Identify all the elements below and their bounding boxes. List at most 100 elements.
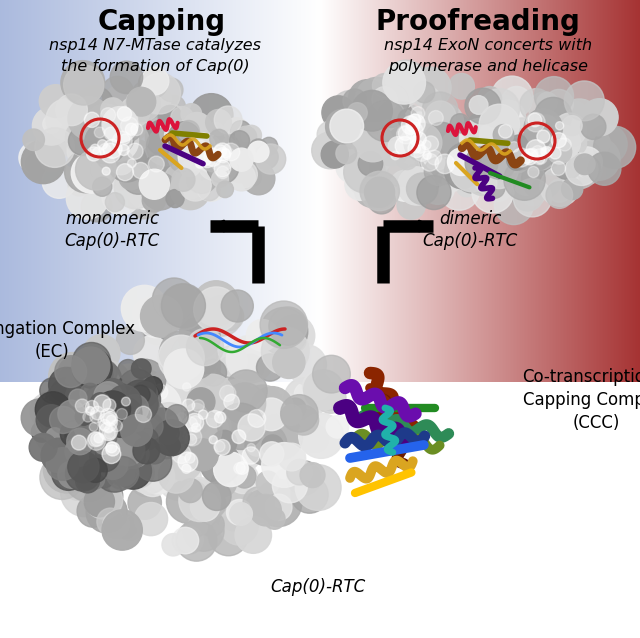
Circle shape bbox=[264, 508, 285, 530]
Circle shape bbox=[397, 149, 417, 170]
Circle shape bbox=[518, 177, 547, 206]
Circle shape bbox=[188, 119, 208, 139]
Circle shape bbox=[548, 179, 571, 202]
Circle shape bbox=[116, 327, 145, 355]
Circle shape bbox=[196, 170, 227, 202]
Circle shape bbox=[214, 145, 227, 157]
Circle shape bbox=[122, 397, 131, 406]
Circle shape bbox=[388, 105, 426, 142]
Circle shape bbox=[158, 105, 182, 129]
Circle shape bbox=[140, 73, 180, 114]
Circle shape bbox=[195, 160, 204, 168]
Circle shape bbox=[397, 125, 415, 144]
Circle shape bbox=[117, 107, 132, 121]
Circle shape bbox=[103, 139, 122, 158]
Circle shape bbox=[138, 69, 168, 98]
Circle shape bbox=[159, 78, 183, 101]
Circle shape bbox=[483, 95, 520, 131]
Circle shape bbox=[220, 385, 236, 401]
Circle shape bbox=[287, 459, 312, 485]
Circle shape bbox=[534, 77, 573, 115]
Circle shape bbox=[106, 110, 125, 130]
Circle shape bbox=[194, 147, 212, 167]
Circle shape bbox=[120, 117, 138, 135]
Circle shape bbox=[44, 446, 91, 493]
Circle shape bbox=[148, 403, 190, 445]
Circle shape bbox=[53, 114, 79, 140]
Circle shape bbox=[66, 364, 106, 404]
Circle shape bbox=[58, 108, 88, 140]
Circle shape bbox=[403, 137, 424, 158]
Circle shape bbox=[212, 170, 228, 187]
Circle shape bbox=[540, 147, 549, 156]
Circle shape bbox=[106, 456, 139, 489]
Circle shape bbox=[216, 166, 229, 179]
Circle shape bbox=[132, 399, 166, 432]
Circle shape bbox=[506, 118, 538, 150]
Circle shape bbox=[480, 150, 518, 189]
Circle shape bbox=[368, 186, 396, 214]
Circle shape bbox=[172, 429, 188, 445]
Circle shape bbox=[224, 383, 266, 424]
Circle shape bbox=[128, 407, 175, 454]
Circle shape bbox=[96, 413, 113, 429]
Circle shape bbox=[447, 148, 475, 175]
Circle shape bbox=[477, 87, 502, 110]
Circle shape bbox=[88, 409, 112, 433]
Circle shape bbox=[97, 406, 125, 434]
Circle shape bbox=[413, 145, 429, 161]
Circle shape bbox=[152, 384, 168, 399]
Circle shape bbox=[424, 157, 452, 186]
Circle shape bbox=[526, 140, 546, 160]
Circle shape bbox=[63, 364, 104, 406]
Circle shape bbox=[396, 134, 435, 174]
Circle shape bbox=[192, 399, 204, 412]
Circle shape bbox=[556, 122, 564, 130]
Circle shape bbox=[111, 398, 142, 429]
Circle shape bbox=[124, 387, 158, 422]
Circle shape bbox=[83, 458, 108, 482]
Circle shape bbox=[186, 329, 223, 366]
Circle shape bbox=[113, 401, 136, 424]
Circle shape bbox=[187, 388, 215, 416]
Circle shape bbox=[214, 160, 231, 177]
Circle shape bbox=[428, 110, 444, 125]
Circle shape bbox=[236, 462, 248, 474]
Circle shape bbox=[184, 121, 212, 149]
Circle shape bbox=[262, 443, 307, 487]
Circle shape bbox=[115, 443, 154, 482]
Circle shape bbox=[411, 162, 440, 191]
Circle shape bbox=[250, 494, 282, 526]
Circle shape bbox=[273, 468, 307, 503]
Circle shape bbox=[255, 479, 302, 526]
Circle shape bbox=[98, 413, 117, 432]
Circle shape bbox=[67, 130, 109, 172]
Circle shape bbox=[200, 512, 224, 537]
Circle shape bbox=[465, 112, 502, 149]
Circle shape bbox=[218, 429, 262, 473]
Circle shape bbox=[228, 163, 255, 191]
Circle shape bbox=[238, 414, 265, 441]
Circle shape bbox=[159, 330, 204, 375]
Circle shape bbox=[49, 447, 79, 476]
Circle shape bbox=[89, 455, 106, 473]
Circle shape bbox=[372, 87, 397, 112]
Circle shape bbox=[225, 370, 267, 412]
Circle shape bbox=[536, 125, 575, 165]
Circle shape bbox=[74, 412, 105, 442]
Circle shape bbox=[189, 94, 233, 137]
Circle shape bbox=[136, 463, 170, 496]
Circle shape bbox=[549, 147, 561, 159]
Circle shape bbox=[557, 99, 601, 142]
Circle shape bbox=[189, 133, 215, 159]
Circle shape bbox=[423, 136, 438, 151]
Circle shape bbox=[191, 375, 234, 417]
Circle shape bbox=[557, 147, 600, 189]
Circle shape bbox=[86, 356, 110, 380]
Circle shape bbox=[101, 98, 124, 121]
Circle shape bbox=[499, 138, 541, 181]
Circle shape bbox=[149, 402, 174, 427]
Circle shape bbox=[94, 434, 103, 443]
Circle shape bbox=[103, 385, 127, 410]
Circle shape bbox=[527, 143, 555, 170]
